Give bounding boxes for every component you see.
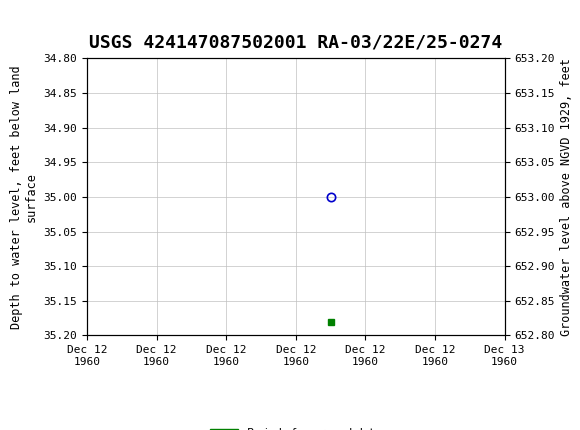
Legend: Period of approved data: Period of approved data [206,424,386,430]
Y-axis label: Groundwater level above NGVD 1929, feet: Groundwater level above NGVD 1929, feet [560,58,574,336]
Text: ≋ USGS: ≋ USGS [91,37,168,55]
Title: USGS 424147087502001 RA-03/22E/25-0274: USGS 424147087502001 RA-03/22E/25-0274 [89,34,502,51]
Y-axis label: Depth to water level, feet below land
surface: Depth to water level, feet below land su… [10,65,38,329]
